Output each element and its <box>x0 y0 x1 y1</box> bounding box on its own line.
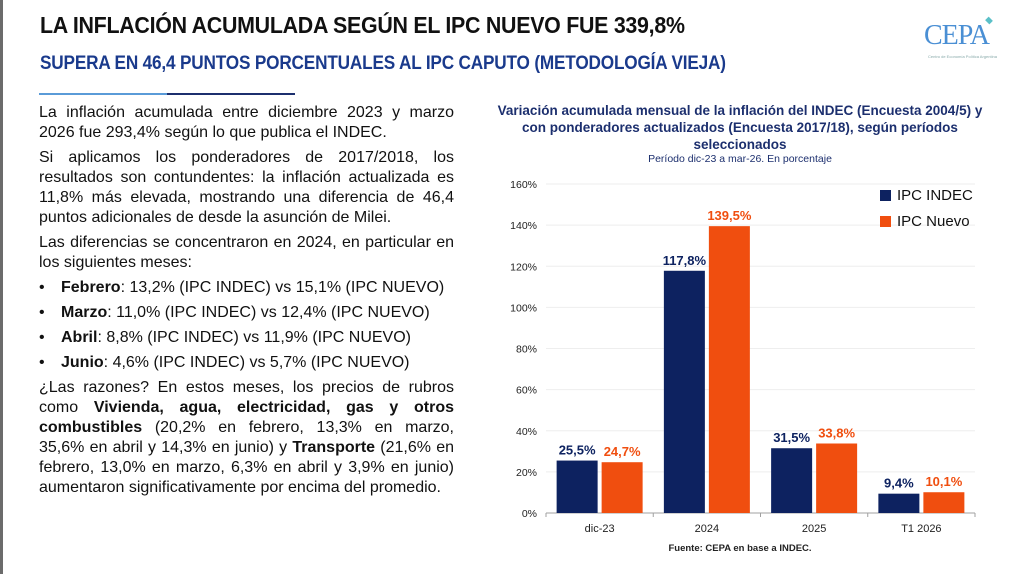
separator-dark <box>167 93 295 95</box>
legend-label: IPC Nuevo <box>897 212 970 230</box>
paragraph-4: ¿Las razones? En estos meses, los precio… <box>39 378 454 498</box>
data-label: 31,5% <box>773 430 810 445</box>
month-name: Abril <box>61 329 98 346</box>
month-name: Marzo <box>61 304 108 321</box>
legend-swatch-ipc-nuevo <box>880 215 891 227</box>
bar-ipc-indec <box>771 448 813 513</box>
legend-item-ipc-nuevo: IPC Nuevo <box>880 208 973 234</box>
y-tick-label: 140% <box>510 220 537 232</box>
x-tick-label: 2024 <box>695 523 719 535</box>
list-item: Junio: 4,6% (IPC INDEC) vs 5,7% (IPC NUE… <box>39 353 454 373</box>
data-label: 10,1% <box>925 474 962 489</box>
month-detail: : 13,2% (IPC INDEC) vs 15,1% (IPC NUEVO) <box>120 279 445 296</box>
paragraph-2: Si aplicamos los ponderadores de 2017/20… <box>39 149 454 226</box>
x-tick-label: T1 2026 <box>901 523 941 535</box>
bar-ipc-nuevo <box>601 462 643 513</box>
paragraph-1: La inflación acumulada entre diciembre 2… <box>39 104 454 141</box>
bar-ipc-nuevo <box>708 226 750 513</box>
p4-text-a: ¿Las razones? En estos meses, los precio… <box>39 379 454 416</box>
paragraph-3: Las diferencias se concentraron en 2024,… <box>39 234 454 271</box>
month-name: Junio <box>61 354 104 371</box>
data-label: 24,7% <box>604 444 641 459</box>
data-label: 139,5% <box>707 208 752 223</box>
y-tick-label: 80% <box>516 344 537 356</box>
month-detail: : 4,6% (IPC INDEC) vs 5,7% (IPC NUEVO) <box>103 354 410 371</box>
body-text: La inflación acumulada entre diciembre 2… <box>39 103 454 503</box>
month-list: Febrero: 13,2% (IPC INDEC) vs 15,1% (IPC… <box>39 278 454 373</box>
y-tick-label: 160% <box>510 179 537 191</box>
y-tick-label: 100% <box>510 302 537 314</box>
p4-bold-vivienda: Vivienda, agua, electricidad, gas y otro… <box>39 399 454 436</box>
x-tick-label: dic-23 <box>585 523 615 535</box>
logo-text: CEPA <box>924 20 990 51</box>
p4-text-e: (21,6% en febrero, 13,0% en marzo, 6,3% … <box>39 439 454 496</box>
y-tick-label: 20% <box>516 467 537 479</box>
y-tick-label: 40% <box>516 426 537 438</box>
month-detail: : 8,8% (IPC INDEC) vs 11,9% (IPC NUEVO) <box>97 329 411 346</box>
legend-swatch-ipc-indec <box>880 189 891 201</box>
x-tick-label: 2025 <box>802 523 826 535</box>
page-title: LA INFLACIÓN ACUMULADA SEGÚN EL IPC NUEV… <box>40 12 685 38</box>
p4-text-c: (20,2% en febrero, 13,3% en marzo, 35,6%… <box>39 419 454 456</box>
y-tick-label: 0% <box>522 508 537 520</box>
chart-title: Variación acumulada mensual de la inflac… <box>497 103 983 152</box>
list-item: Febrero: 13,2% (IPC INDEC) vs 15,1% (IPC… <box>39 278 454 298</box>
list-item: Marzo: 11,0% (IPC INDEC) vs 12,4% (IPC N… <box>39 303 454 323</box>
y-tick-label: 120% <box>510 261 537 273</box>
month-detail: : 11,0% (IPC INDEC) vs 12,4% (IPC NUEVO) <box>107 304 430 321</box>
bar-ipc-nuevo <box>816 443 858 513</box>
list-item: Abril: 8,8% (IPC INDEC) vs 11,9% (IPC NU… <box>39 328 454 348</box>
data-label: 9,4% <box>884 476 914 491</box>
page-subtitle: SUPERA EN 46,4 PUNTOS PORCENTUALES AL IP… <box>40 53 726 74</box>
left-edge-border <box>0 0 3 574</box>
data-label: 33,8% <box>818 425 855 440</box>
legend-label: IPC INDEC <box>897 186 973 204</box>
bar-ipc-indec <box>878 493 920 513</box>
chart-subtitle: Período dic-23 a mar-26. En porcentaje <box>648 153 832 165</box>
cepa-logo: CEPA Centro de Economía Política Argenti… <box>922 16 1002 62</box>
bar-ipc-indec <box>556 460 598 513</box>
bar-ipc-indec <box>663 270 705 513</box>
data-label: 25,5% <box>559 443 596 458</box>
p4-bold-transporte: Transporte <box>292 439 376 456</box>
separator-light <box>39 93 167 95</box>
logo-subtext: Centro de Economía Política Argentina <box>928 54 997 59</box>
chart-legend: IPC INDEC IPC Nuevo <box>880 182 973 234</box>
data-label: 117,8% <box>663 253 707 268</box>
y-tick-label: 60% <box>516 385 537 397</box>
bar-ipc-nuevo <box>923 492 965 513</box>
month-name: Febrero <box>61 279 121 296</box>
chart-source: Fuente: CEPA en base a INDEC. <box>668 543 812 554</box>
legend-item-ipc-indec: IPC INDEC <box>880 182 973 208</box>
